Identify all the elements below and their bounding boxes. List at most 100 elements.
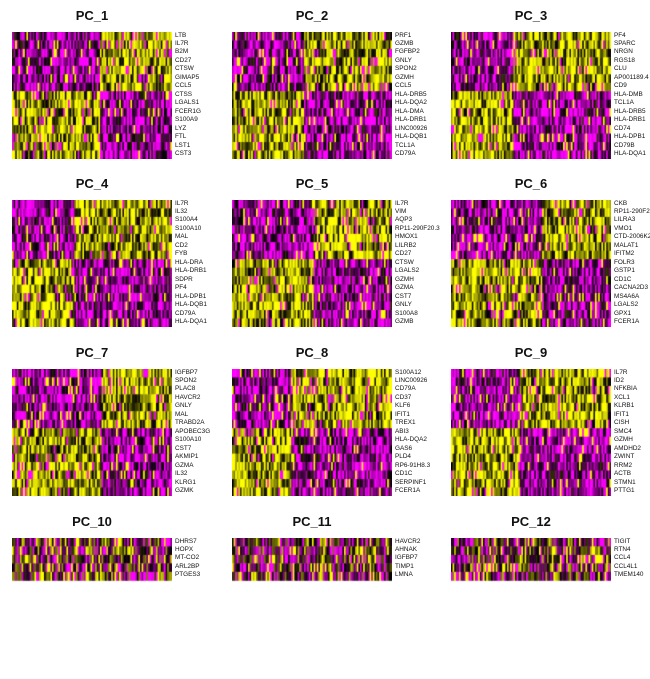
gene-label: LYZ bbox=[175, 124, 187, 132]
gene-label-list: TIGIT RTN4 CCL4 CCL4L1 TMEM140 bbox=[614, 538, 650, 584]
gene-label: CD1C bbox=[395, 470, 413, 478]
heatmap-cells bbox=[12, 538, 172, 584]
gene-label: LINC00926 bbox=[395, 376, 428, 384]
gene-label: SPON2 bbox=[395, 65, 417, 73]
gene-label: S100A10 bbox=[175, 436, 202, 444]
gene-label: CD79A bbox=[395, 150, 416, 158]
gene-label: ARL2BP bbox=[175, 562, 200, 570]
gene-label: GZMH bbox=[614, 436, 633, 444]
gene-label-list: IL7R VIM AQP3 RP11-290F20.3 HMOX1 LILRB2 CD27 C… bbox=[395, 200, 442, 327]
gene-label: GNLY bbox=[395, 56, 412, 64]
gene-label: HLA-DMA bbox=[395, 107, 424, 115]
gene-label: HLA-DRB5 bbox=[395, 90, 427, 98]
panel-title: PC_11 bbox=[292, 514, 332, 529]
gene-label: TMEM140 bbox=[614, 571, 644, 579]
gene-label: SPARC bbox=[614, 39, 636, 47]
gene-label: CACNA2D3 bbox=[614, 284, 649, 292]
gene-label: TIMP1 bbox=[395, 562, 414, 570]
gene-label: PRF1 bbox=[395, 32, 412, 39]
gene-label-list: IGFBP7 SPON2 PLAC8 HAVCR2 GNLY MAL TRABD2A APOB… bbox=[175, 369, 222, 496]
gene-label: AP001189.4 bbox=[614, 73, 649, 81]
heatmap-panel: PC_4 IL7R IL32 S100A4 S100A10 MAL CD2 FYB HLA-DR… bbox=[12, 176, 222, 341]
gene-label: IFITM2 bbox=[614, 250, 635, 258]
gene-label: IL7R bbox=[395, 200, 409, 207]
heatmap-cells bbox=[451, 200, 611, 327]
panel-title: PC_4 bbox=[75, 176, 109, 191]
gene-label: CD79A bbox=[395, 385, 416, 393]
gene-label: HAVCR2 bbox=[175, 393, 201, 401]
panel-title: PC_6 bbox=[514, 176, 548, 191]
heatmap-cells bbox=[451, 369, 611, 496]
heatmap-cells bbox=[451, 538, 611, 584]
gene-label: DHRS7 bbox=[175, 538, 197, 545]
gene-label: MAL bbox=[175, 233, 189, 241]
gene-label: LGALS2 bbox=[614, 301, 639, 309]
gene-label: MS4A6A bbox=[614, 292, 640, 300]
gene-label: PLD4 bbox=[395, 453, 411, 461]
gene-label: IL32 bbox=[175, 470, 188, 478]
gene-label-list: LTB IL7R B2M CD27 CTSW GIMAP5 CCL5 CTSS LGALS1 FC… bbox=[175, 32, 222, 159]
gene-label: CD74 bbox=[614, 124, 631, 132]
gene-label-list: S100A12 LINC00926 CD79A CD37 KLF6 IFIT1 TREX1 A… bbox=[395, 369, 442, 496]
gene-label: FCER1G bbox=[175, 107, 201, 115]
gene-label: CST7 bbox=[175, 444, 192, 452]
heatmap-panel: PC_1 LTB IL7R B2M CD27 CTSW GIMAP5 CCL5 CTSS LGAL… bbox=[12, 8, 222, 173]
gene-label: HLA-DQA2 bbox=[395, 99, 427, 107]
gene-label: LGALS2 bbox=[395, 267, 420, 275]
heatmap-panel: PC_2 PRF1 GZMB FGFBP2 GNLY SPON2 GZMH CCL5 HLA-D… bbox=[232, 8, 442, 173]
gene-label: HLA-DRB1 bbox=[614, 116, 646, 124]
gene-label: MAL bbox=[175, 410, 189, 418]
gene-label: APOBEC3G bbox=[175, 427, 211, 435]
gene-label: CTD-2006K23.1 bbox=[614, 233, 650, 241]
gene-label: MALAT1 bbox=[614, 241, 639, 249]
gene-label: ACTB bbox=[614, 470, 632, 478]
gene-label-list: HAVCR2 AHNAK IGFBP7 TIMP1 LMNA bbox=[395, 538, 442, 584]
gene-label: CD9 bbox=[614, 82, 627, 90]
gene-label: IFIT1 bbox=[614, 410, 629, 418]
gene-label: CD1C bbox=[614, 275, 632, 283]
gene-label: RTN4 bbox=[614, 545, 631, 553]
gene-label-list: CKBRP11-290F20.3LILRA3VMO1CTD-2006K23.1M… bbox=[614, 200, 650, 327]
heatmap-cells bbox=[451, 32, 611, 159]
gene-label: VMO1 bbox=[614, 224, 633, 232]
gene-label: HLA-DRB1 bbox=[395, 116, 427, 124]
gene-label: STMN1 bbox=[614, 478, 636, 486]
gene-label-list: PF4 SPARC NRGN RGS18 CLU AP001189.4 CD9 HLA-DMB… bbox=[614, 32, 650, 159]
gene-label: LMNA bbox=[395, 571, 413, 579]
gene-label: ZWINT bbox=[614, 453, 635, 461]
panel-title: PC_3 bbox=[514, 8, 548, 23]
gene-label-list: PRF1 GZMB FGFBP2 GNLY SPON2 GZMH CCL5 HLA-DRB5 H… bbox=[395, 32, 442, 159]
gene-label: PTTG1 bbox=[614, 487, 635, 495]
gene-label: AQP3 bbox=[395, 216, 413, 224]
gene-label: HOPX bbox=[175, 545, 194, 553]
gene-label: HLA-DPB1 bbox=[175, 292, 207, 300]
gene-label: HAVCR2 bbox=[395, 538, 421, 545]
gene-label: TCL1A bbox=[614, 99, 634, 107]
gene-label: RP6-91H8.3 bbox=[395, 461, 431, 469]
gene-label: GNLY bbox=[175, 402, 192, 410]
gene-label: HLA-DQA1 bbox=[175, 318, 207, 326]
gene-label: AMDHD2 bbox=[614, 444, 641, 452]
heatmap-panel: PC_5 IL7R VIM AQP3 RP11-290F20.3 HMOX1 LILRB2 C… bbox=[232, 176, 442, 341]
gene-label: RP11-290F20.3 bbox=[395, 224, 440, 232]
gene-label: GPX1 bbox=[614, 309, 632, 317]
gene-label: S100A10 bbox=[175, 224, 202, 232]
gene-label: CD79B bbox=[614, 141, 635, 149]
gene-label: HLA-DMB bbox=[614, 90, 643, 98]
gene-label: LGALS1 bbox=[175, 99, 200, 107]
gene-label: HLA-DQB1 bbox=[395, 133, 427, 141]
gene-label: CISH bbox=[614, 419, 630, 427]
gene-label: S100A9 bbox=[175, 116, 198, 124]
gene-label: FYB bbox=[175, 250, 188, 258]
panel-title: PC_5 bbox=[295, 176, 329, 191]
gene-label: SDPR bbox=[175, 275, 193, 283]
panel-title: PC_8 bbox=[295, 345, 329, 360]
panel-title: PC_12 bbox=[511, 514, 551, 529]
panel-title: PC_1 bbox=[75, 8, 109, 23]
panel-title: PC_10 bbox=[72, 514, 112, 529]
gene-label: KLRG1 bbox=[175, 478, 196, 486]
gene-label: RP11-290F20.3 bbox=[614, 207, 650, 215]
gene-label: HMOX1 bbox=[395, 233, 418, 241]
gene-label: LINC00926 bbox=[395, 124, 428, 132]
gene-label: GAS6 bbox=[395, 444, 413, 452]
